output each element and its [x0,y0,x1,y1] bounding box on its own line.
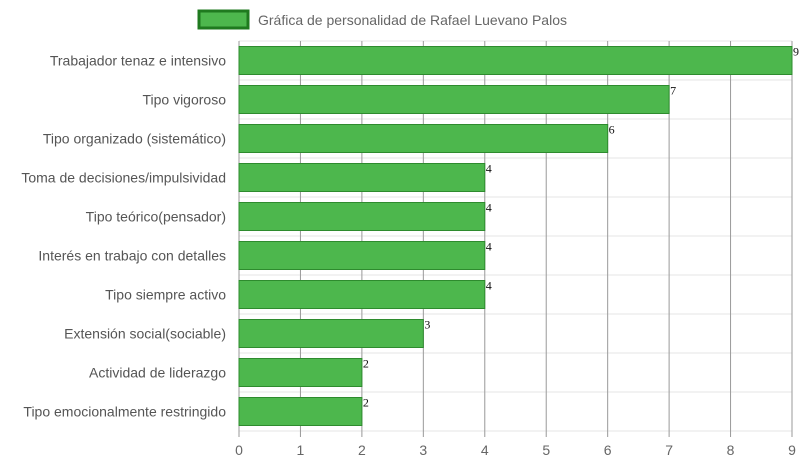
x-tick-label: 8 [727,442,735,458]
x-tick-label: 0 [235,442,243,458]
value-label: 2 [363,357,369,371]
bar[interactable] [238,46,793,75]
bar[interactable] [238,280,486,309]
bar[interactable] [238,202,486,231]
bar[interactable] [238,124,609,153]
value-label: 4 [486,240,492,254]
category-label: Interés en trabajo con detalles [38,248,226,264]
category-label: Tipo teórico(pensador) [86,209,226,225]
bar[interactable] [238,358,363,387]
category-label: Toma de decisiones/impulsividad [21,170,226,186]
value-label: 4 [486,201,492,215]
x-tick-label: 4 [481,442,489,458]
x-tick-label: 2 [358,442,366,458]
category-label: Tipo emocionalmente restringido [23,404,226,420]
bars [238,46,793,426]
category-label: Actividad de liderazgo [89,365,226,381]
value-label: 2 [363,396,369,410]
bar[interactable] [238,241,486,270]
x-tick-label: 9 [788,442,796,458]
category-label: Extensión social(sociable) [64,326,226,342]
bar[interactable] [238,319,424,348]
value-label: 4 [486,279,492,293]
bar[interactable] [238,163,486,192]
category-label: Tipo siempre activo [105,287,226,303]
legend-label: Gráfica de personalidad de Rafael Luevan… [258,12,567,28]
value-label: 4 [486,162,492,176]
value-label: 6 [609,123,615,137]
category-labels: Trabajador tenaz e intensivo Tipo vigoros… [21,53,226,420]
x-tick-label: 1 [297,442,305,458]
value-labels: 9 7 6 4 4 4 4 3 2 2 [363,45,799,410]
x-axis-tick-labels: 0 1 2 3 4 5 6 7 8 9 [235,442,796,458]
x-tick-label: 6 [604,442,612,458]
category-label: Tipo vigoroso [142,92,226,108]
value-label: 7 [670,84,676,98]
x-tick-label: 5 [542,442,550,458]
value-label: 9 [793,45,799,59]
x-tick-label: 7 [665,442,673,458]
x-tick-label: 3 [419,442,427,458]
bar[interactable] [238,397,363,426]
category-label: Tipo organizado (sistemático) [43,131,226,147]
value-label: 3 [424,318,430,332]
chart-legend[interactable]: Gráfica de personalidad de Rafael Luevan… [197,9,567,30]
category-label: Trabajador tenaz e intensivo [50,53,226,69]
legend-swatch [197,9,250,30]
bar[interactable] [238,85,670,114]
